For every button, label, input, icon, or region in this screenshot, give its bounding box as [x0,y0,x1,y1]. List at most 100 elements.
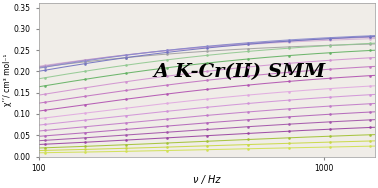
Point [367,37,373,40]
Point [123,143,129,146]
Point [204,148,211,151]
Point [327,135,333,138]
Point [286,40,292,43]
Point [367,133,373,136]
Point [123,80,129,83]
Point [327,68,333,71]
Point [164,49,170,52]
Point [245,94,251,97]
Point [82,59,88,62]
Point [245,102,251,105]
Point [164,83,170,86]
Point [245,118,251,121]
Point [245,132,251,135]
Point [367,42,373,45]
Point [204,114,211,117]
Point [82,125,88,128]
Point [82,103,88,106]
Point [42,69,48,72]
Point [164,131,170,134]
Point [327,77,333,80]
Point [204,144,211,147]
Point [245,58,251,61]
Point [123,147,129,150]
Point [204,106,211,109]
Point [123,121,129,124]
Point [286,123,292,126]
Point [286,107,292,110]
Point [82,59,88,62]
Point [327,120,333,123]
Point [42,134,48,137]
Point [367,35,373,38]
Point [164,118,170,121]
Point [164,136,170,139]
Point [327,44,333,47]
Point [164,75,170,78]
Point [204,45,211,48]
Point [367,42,373,45]
Point [82,111,88,114]
Point [123,64,129,67]
Point [82,58,88,61]
Point [42,64,48,67]
X-axis label: ν / Hz: ν / Hz [193,174,220,185]
Point [164,142,170,145]
Point [164,102,170,105]
Point [245,43,251,46]
Point [204,54,211,57]
Point [245,143,251,146]
Point [82,136,88,139]
Point [286,80,292,83]
Point [245,50,251,53]
Point [164,66,170,69]
Point [367,139,373,143]
Point [42,65,48,68]
Point [245,47,251,50]
Point [367,145,373,148]
Point [82,95,88,98]
Point [42,123,48,126]
Point [42,143,48,146]
Point [164,149,170,152]
Point [82,141,88,144]
Point [286,38,292,41]
Point [367,111,373,114]
Point [42,146,48,149]
Point [327,36,333,39]
Point [82,60,88,63]
Point [42,129,48,132]
Point [327,113,333,116]
Point [82,148,88,151]
Point [42,65,48,68]
Point [164,58,170,61]
Point [286,99,292,102]
Point [82,151,88,154]
Point [164,110,170,113]
Point [82,86,88,89]
Point [245,65,251,68]
Point [367,74,373,77]
Point [164,49,170,52]
Point [42,149,48,152]
Point [123,150,129,153]
Point [327,59,333,62]
Point [204,128,211,131]
Point [42,151,48,154]
Point [286,71,292,74]
Point [82,62,88,65]
Text: A K-Cr(II) SMM: A K-Cr(II) SMM [154,63,326,81]
Point [123,139,129,142]
Point [123,54,129,57]
Point [164,49,170,52]
Point [82,119,88,122]
Point [245,83,251,86]
Point [286,62,292,65]
Point [367,65,373,68]
Point [204,46,211,49]
Point [245,43,251,46]
Point [245,74,251,77]
Point [367,56,373,59]
Point [123,128,129,131]
Point [327,51,333,54]
